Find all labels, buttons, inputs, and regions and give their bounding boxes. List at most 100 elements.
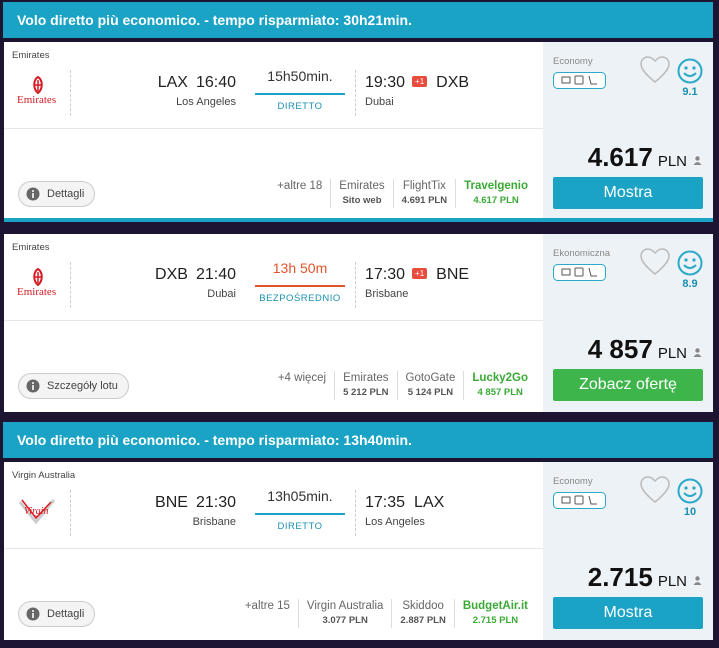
provider[interactable]: Travelgenio 4.617 PLN — [455, 179, 536, 208]
provider[interactable]: Skiddoo 2.887 PLN — [391, 599, 453, 628]
provider[interactable]: Lucky2Go 4 857 PLN — [463, 371, 536, 400]
duration-line — [255, 513, 345, 515]
provider-price: 4.617 PLN — [473, 195, 519, 206]
price-currency: PLN — [657, 345, 687, 362]
arrival-time: 17:35 — [365, 494, 406, 511]
divider — [355, 490, 356, 536]
flight-card: Virgin Australia Virgin BNE 21:30 Brisbane 13… — [4, 462, 713, 640]
book-button[interactable]: Mostra — [553, 177, 703, 209]
details-button[interactable]: Dettagli — [18, 601, 96, 627]
favorite-button[interactable] — [640, 476, 670, 504]
provider-price: 2.715 PLN — [472, 615, 519, 626]
departure-time: 16:40 — [195, 74, 236, 91]
provider-price: Sito web — [342, 195, 382, 206]
airline-logo: Virgin — [24, 506, 49, 517]
divider — [70, 70, 71, 116]
cabin-class: Economy — [553, 476, 593, 487]
provider-name: Lucky2Go — [472, 372, 528, 384]
info-icon — [26, 187, 40, 201]
provider-name: Skiddoo — [402, 600, 444, 612]
departure: LAX 16:40 — [114, 74, 236, 92]
providers: +altre 15 Virgin Australia 3.077 PLN Skiddo… — [237, 599, 536, 628]
price-amount: 4.617 — [587, 142, 653, 172]
departure-code: BNE — [155, 494, 188, 511]
duration: 13h 50m — [272, 260, 328, 276]
arrival-code: DXB — [436, 74, 470, 91]
arrival: 19:30 +1 DXB — [365, 74, 469, 92]
provider-price: 4 857 PLN — [477, 387, 523, 398]
day-offset-badge: +1 — [412, 76, 428, 87]
arrival-city: Los Angeles — [365, 516, 425, 528]
more-providers[interactable]: +4 więcej — [277, 372, 327, 384]
provider-name: Emirates — [343, 372, 389, 384]
more-providers[interactable]: +altre 18 — [277, 180, 323, 192]
logo-emblem — [18, 499, 56, 524]
result-header: Volo diretto più economico. - tempo risp… — [3, 2, 713, 38]
flight-type: DIRETTO — [277, 521, 323, 532]
divider — [355, 70, 356, 116]
arrival-time: 19:30 — [365, 74, 406, 91]
provider[interactable]: Virgin Australia 3.077 PLN — [297, 599, 392, 628]
cabin-class: Ekonomiczna — [553, 248, 611, 259]
provider-price: 5 124 PLN — [407, 387, 454, 398]
favorite-button[interactable] — [640, 248, 670, 276]
price-amount: 4 857 — [587, 334, 653, 364]
price-panel: Ekonomiczna 8.9 4 857 PLN Zobacz ofertę — [543, 234, 713, 412]
separator — [4, 548, 544, 549]
price-currency: PLN — [657, 573, 687, 590]
provider-name: BudgetAir.it — [462, 600, 528, 612]
provider-price: 5 212 PLN — [343, 387, 389, 398]
providers: +4 więcej Emirates 5 212 PLN GotoGate 5 124 … — [270, 371, 536, 400]
arrival: 17:35 LAX — [365, 494, 444, 512]
favorite-button[interactable] — [640, 56, 670, 84]
flight-card: Emirates Emirates DXB 21:40 Dubai 13h 50m BEZP… — [4, 234, 713, 412]
price: 4 857 PLN — [588, 334, 687, 365]
details-button[interactable]: Szczegóły lotu — [18, 373, 129, 399]
provider[interactable]: Emirates 5 212 PLN — [334, 371, 396, 400]
provider[interactable]: BudgetAir.it 2.715 PLN — [453, 599, 536, 628]
duration: 15h50min. — [267, 68, 333, 84]
arrival-code: LAX — [414, 494, 445, 511]
separator — [4, 128, 544, 129]
arrival-city: Brisbane — [365, 288, 409, 300]
provider[interactable]: Emirates Sito web — [330, 179, 392, 208]
book-button[interactable]: Mostra — [553, 597, 703, 629]
rating-score: 8.9 — [682, 278, 698, 290]
provider-name: FlightTix — [402, 180, 446, 192]
divider — [70, 490, 71, 536]
logo-emblem — [33, 268, 43, 286]
cabin-class: Economy — [553, 56, 593, 67]
provider-price: 2.887 PLN — [400, 615, 446, 626]
cabin-icons — [553, 264, 606, 281]
info-icon — [26, 607, 40, 621]
price: 2.715 PLN — [588, 562, 687, 593]
provider[interactable]: GotoGate 5 124 PLN — [396, 371, 464, 400]
provider-price: 4.691 PLN — [401, 195, 448, 206]
departure-city: Brisbane — [192, 516, 236, 528]
airline-name: Emirates — [12, 50, 50, 61]
price-currency: PLN — [657, 153, 687, 170]
person-icon — [693, 156, 702, 165]
book-button[interactable]: Zobacz ofertę — [553, 369, 703, 401]
providers: +altre 18 Emirates Sito web FlightTix 4.691 … — [269, 179, 536, 208]
departure-city: Dubai — [207, 288, 236, 300]
departure-city: Los Angeles — [176, 96, 236, 108]
flight-type: DIRETTO — [277, 101, 323, 112]
separator — [4, 320, 544, 321]
duration-line — [255, 285, 345, 287]
divider — [70, 262, 71, 308]
arrival: 17:30 +1 BNE — [365, 266, 469, 284]
departure: DXB 21:40 — [114, 266, 236, 284]
info-icon — [26, 379, 40, 393]
provider-name: Virgin Australia — [306, 600, 384, 612]
departure-time: 21:40 — [195, 266, 236, 283]
airline-name: Virgin Australia — [12, 470, 76, 481]
details-button[interactable]: Dettagli — [18, 181, 96, 207]
more-providers[interactable]: +altre 15 — [244, 600, 290, 612]
divider — [355, 262, 356, 308]
arrival-city: Dubai — [365, 96, 394, 108]
duration: 13h05min. — [267, 488, 333, 504]
departure-code: DXB — [155, 266, 188, 283]
provider[interactable]: FlightTix 4.691 PLN — [392, 179, 455, 208]
logo-emblem — [33, 76, 43, 94]
